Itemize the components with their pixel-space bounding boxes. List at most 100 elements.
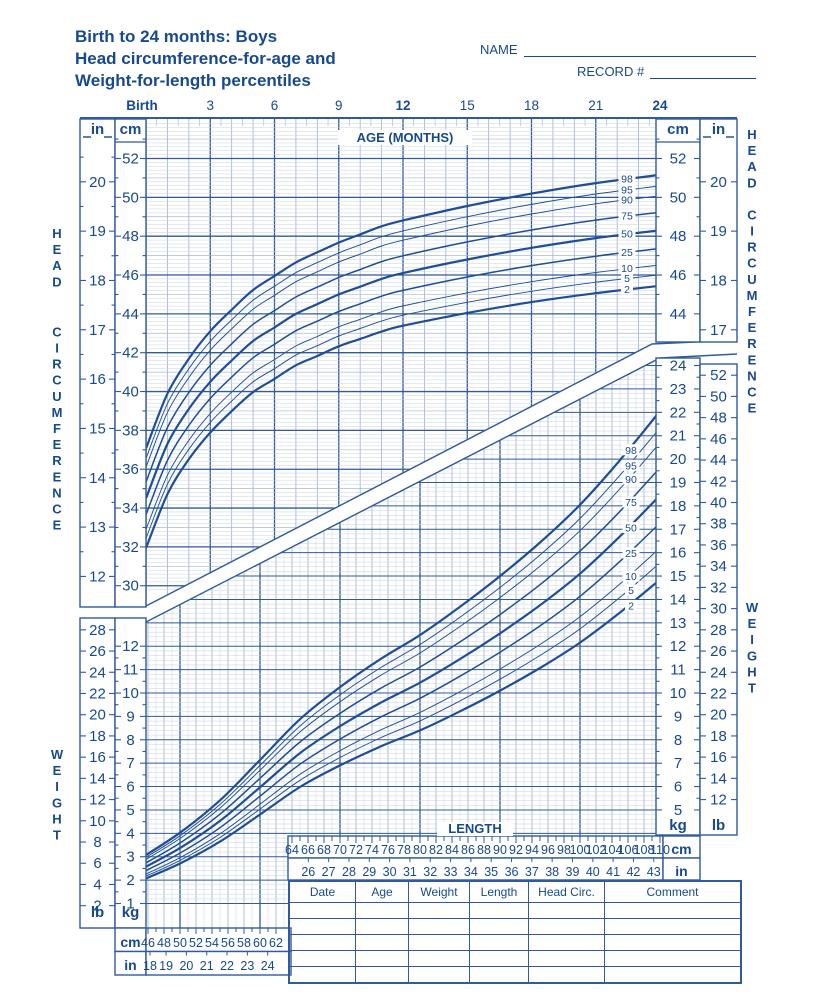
table-cell[interactable] <box>469 902 529 919</box>
page-title: Birth to 24 months: Boys Head circumfere… <box>75 26 336 92</box>
weight-lb-tick-label: 2 <box>93 898 101 915</box>
weight-kg-tick-label: 6 <box>126 779 134 796</box>
wfl-percentile-label-10: 10 <box>625 571 637 583</box>
weight-lb-tick-label: 48 <box>710 410 727 427</box>
right-head-circumference-caption: C <box>747 207 757 222</box>
weight-lb-tick-label: 44 <box>710 452 727 469</box>
table-cell[interactable] <box>604 934 742 951</box>
length-in-label: 28 <box>342 865 356 879</box>
length-cm-label: 94 <box>525 843 539 857</box>
length-cm-label: 60 <box>253 936 267 950</box>
table-cell[interactable] <box>288 950 356 967</box>
wfl-percentile-label-95: 95 <box>625 460 637 472</box>
weight-kg-tick-label: 7 <box>126 755 134 772</box>
table-header-age: Age <box>355 880 409 903</box>
table-cell[interactable] <box>528 934 605 951</box>
table-cell[interactable] <box>288 918 356 935</box>
weight-kg-tick-label: 8 <box>126 732 134 749</box>
table-header-date: Date <box>288 880 356 903</box>
weight-lb-tick-label: 32 <box>710 579 727 596</box>
table-header-weight: Weight <box>408 880 470 903</box>
left-weight-caption: G <box>52 795 62 810</box>
hc-in-tick-label: 19 <box>710 223 727 240</box>
head-circumference-curves <box>146 173 660 549</box>
weight-kg-tick-label: 19 <box>670 474 687 491</box>
wfl-percentile-label-25: 25 <box>625 548 637 560</box>
left-head-circumference-caption: U <box>52 389 61 404</box>
left-weight-caption: I <box>55 779 59 794</box>
percentile-label-bg <box>622 473 640 485</box>
measurement-table: Date Age Weight Length Head Circ. Comment <box>288 880 742 984</box>
weight-kg-tick-label: 2 <box>126 872 134 889</box>
table-cell[interactable] <box>288 934 356 951</box>
hc-cm-tick-label: 30 <box>122 578 139 595</box>
weight-kg-tick-label: 10 <box>670 685 687 702</box>
table-cell[interactable] <box>408 966 470 984</box>
hc-percentile-curve-90 <box>146 195 660 468</box>
hc-in-tick-label: 15 <box>89 420 106 437</box>
table-cell[interactable] <box>355 934 409 951</box>
weight-kg-tick-label: 23 <box>670 381 687 398</box>
table-cell[interactable] <box>469 950 529 967</box>
wfl-percentile-curve-2 <box>146 578 660 883</box>
length-cm-label: 66 <box>301 843 315 857</box>
weight-lb-tick-label: 24 <box>710 664 727 681</box>
weight-kg-tick-label: 21 <box>670 428 687 445</box>
hc-in-tick-label: 14 <box>89 470 106 487</box>
weight-kg-tick-label: 16 <box>670 545 687 562</box>
hc-in-tick-label: 16 <box>89 371 106 388</box>
right-head-circumference-caption: I <box>750 224 754 239</box>
length-cm-label: 108 <box>634 843 655 857</box>
hc-in-tick-label: 17 <box>710 322 727 339</box>
table-cell[interactable] <box>355 902 409 919</box>
length-cm-label: 88 <box>477 843 491 857</box>
hc-percentile-curve-95 <box>146 185 660 459</box>
table-cell[interactable] <box>604 902 742 919</box>
right-weight-caption: G <box>747 648 757 663</box>
table-cell[interactable] <box>604 918 742 935</box>
table-cell[interactable] <box>408 918 470 935</box>
table-cell[interactable] <box>528 918 605 935</box>
table-cell[interactable] <box>469 966 529 984</box>
table-cell[interactable] <box>528 966 605 984</box>
table-cell[interactable] <box>355 950 409 967</box>
record-input-line[interactable] <box>650 62 756 79</box>
right-head-circumference-caption: C <box>747 256 757 271</box>
length-cm-label: 80 <box>413 843 427 857</box>
weight-kg-tick-label: 20 <box>670 451 687 468</box>
table-cell[interactable] <box>408 950 470 967</box>
table-cell[interactable] <box>604 966 742 984</box>
left-head-circumference-caption: H <box>52 226 61 241</box>
left-head-circumference-caption: D <box>52 274 61 289</box>
right-weight-caption: I <box>750 632 754 647</box>
length-in-label: 31 <box>403 865 417 879</box>
table-cell[interactable] <box>408 934 470 951</box>
age-axis-title: AGE (MONTHS) <box>357 130 454 145</box>
length-in-label: 43 <box>647 865 661 879</box>
table-cell[interactable] <box>469 934 529 951</box>
hc-cm-tick-label: 42 <box>122 345 139 362</box>
table-cell[interactable] <box>355 966 409 984</box>
percentile-label-bg <box>622 570 640 582</box>
table-cell[interactable] <box>288 902 356 919</box>
left-head-circumference-caption: C <box>52 373 62 388</box>
table-cell[interactable] <box>355 918 409 935</box>
table-cell[interactable] <box>528 950 605 967</box>
hc-right-in-column <box>699 118 738 343</box>
table-row <box>288 950 742 967</box>
table-cell[interactable] <box>288 966 356 984</box>
percentile-label-bg <box>622 459 640 471</box>
hc-cm-tick-label: 52 <box>122 151 139 168</box>
percentile-label-bg <box>622 496 640 508</box>
weight-kg-tick-label: 1 <box>126 896 134 913</box>
table-cell[interactable] <box>408 902 470 919</box>
table-cell[interactable] <box>528 902 605 919</box>
length-cm-label: 102 <box>586 843 607 857</box>
percentile-label-bg <box>621 272 633 284</box>
left-head-circumference-caption: N <box>52 485 61 500</box>
table-cell[interactable] <box>604 950 742 967</box>
weight-lb-tick-label: 4 <box>93 876 101 893</box>
name-input-line[interactable] <box>523 40 756 57</box>
table-cell[interactable] <box>469 918 529 935</box>
weight-lb-tick-label: 6 <box>93 855 101 872</box>
